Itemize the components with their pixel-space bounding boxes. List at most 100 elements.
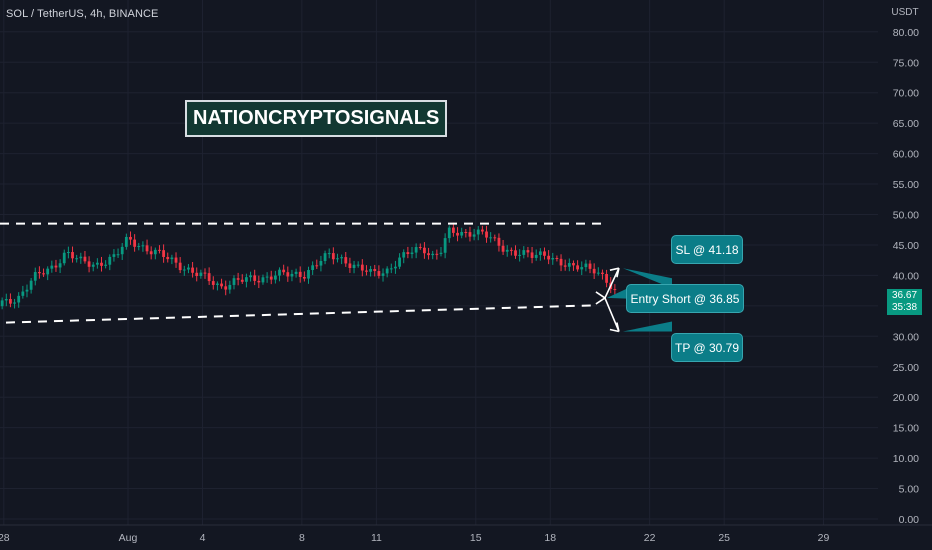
y-tick-label: 60.00 [893, 149, 919, 161]
candle-body [33, 272, 37, 281]
candle-body [530, 252, 534, 258]
candle-body [75, 258, 79, 260]
candle-body [199, 272, 203, 277]
candle-body [265, 276, 269, 278]
candle-body [443, 238, 447, 253]
y-tick-label: 10.00 [893, 453, 919, 465]
candle-body [116, 254, 120, 256]
candle-body [352, 264, 356, 269]
candle-body [456, 232, 459, 236]
last-price-value: 36.67 [891, 290, 918, 301]
candle-body [526, 250, 530, 253]
candle-body [410, 252, 414, 255]
candle-body [543, 251, 546, 256]
y-tick-label: 50.00 [893, 210, 919, 222]
candle-body [58, 263, 62, 268]
candle-body [559, 258, 563, 266]
candle-body [327, 253, 331, 255]
candle-body [166, 256, 170, 260]
candle-body [365, 270, 368, 272]
candle-body [0, 300, 4, 307]
stop-loss-arrowhead [609, 267, 620, 278]
take-profit-callout-tail [622, 321, 672, 332]
y-tick-label: 0.00 [899, 514, 920, 526]
x-tick-label: 4 [200, 532, 206, 544]
candle-body [191, 267, 194, 273]
candle-body [203, 272, 207, 274]
symbol-title[interactable]: SOL / TetherUS, 4h, BINANCE [6, 8, 159, 20]
candle-body [298, 271, 302, 277]
candle-body [62, 252, 66, 264]
watermark-label: NATIONCRYPTOSIGNALS [185, 100, 448, 137]
candle-body [373, 269, 377, 272]
candle-body [369, 269, 373, 272]
candle-body [418, 247, 422, 249]
candle-body [414, 247, 418, 253]
x-tick-label: 22 [644, 532, 656, 544]
x-tick-label: 28 [0, 532, 10, 544]
candle-body [278, 269, 281, 276]
candle-body [286, 272, 290, 277]
bar-countdown: 35:38 [891, 302, 918, 313]
candle-body [182, 269, 186, 271]
x-tick-label: 11 [371, 532, 382, 544]
candle-body [145, 245, 149, 252]
candle-body [302, 276, 306, 279]
candle-body [538, 251, 542, 255]
candle-body [4, 299, 8, 301]
candle-body [427, 253, 430, 256]
candle-body [79, 256, 83, 259]
candle-body [153, 249, 157, 255]
candle-body [228, 284, 232, 290]
candle-body [567, 263, 571, 267]
candle-body [158, 249, 161, 251]
entry-callout-tail [606, 288, 627, 299]
take-profit-callout[interactable]: TP @ 30.79 [671, 333, 743, 362]
candle-body [452, 227, 455, 233]
currency-label: USDT [891, 7, 918, 18]
candle-body [17, 295, 21, 303]
y-tick-label: 55.00 [893, 179, 919, 191]
candle-body [104, 264, 108, 266]
candle-body [46, 268, 50, 275]
candle-body [187, 267, 190, 270]
candle-body [162, 250, 166, 257]
support-line [0, 304, 598, 324]
candle-body [38, 272, 41, 274]
candle-body [555, 258, 559, 260]
candle-body [394, 266, 397, 269]
candle-body [319, 261, 323, 266]
x-tick-label: 18 [544, 532, 556, 544]
candle-body [501, 245, 505, 252]
candle-body [601, 272, 604, 275]
candle-body [331, 253, 335, 260]
candle-body [360, 264, 364, 271]
candle-body [356, 264, 360, 266]
candle-body [83, 256, 87, 262]
stop-loss-callout-tail [622, 268, 672, 289]
candle-body [112, 254, 116, 257]
candle-body [236, 278, 240, 280]
candle-body [572, 263, 575, 266]
candle-body [290, 273, 294, 277]
candle-body [315, 265, 319, 267]
candle-body [340, 257, 344, 259]
candle-body [613, 289, 617, 291]
candle-body [95, 262, 99, 265]
entry-short-callout[interactable]: Entry Short @ 36.85 [626, 284, 744, 313]
candle-body [439, 252, 443, 254]
candle-body [195, 272, 199, 277]
candle-body [240, 279, 244, 282]
candle-body [253, 275, 257, 281]
candle-body [42, 273, 45, 275]
stop-loss-callout[interactable]: SL @ 41.18 [671, 235, 743, 264]
candle-body [71, 252, 74, 259]
candle-body [54, 265, 58, 268]
y-tick-label: 25.00 [893, 362, 919, 374]
y-tick-label: 15.00 [893, 423, 919, 435]
candle-body [149, 251, 153, 255]
candle-body [133, 239, 137, 247]
candle-body [294, 271, 298, 274]
candle-body [13, 302, 16, 304]
